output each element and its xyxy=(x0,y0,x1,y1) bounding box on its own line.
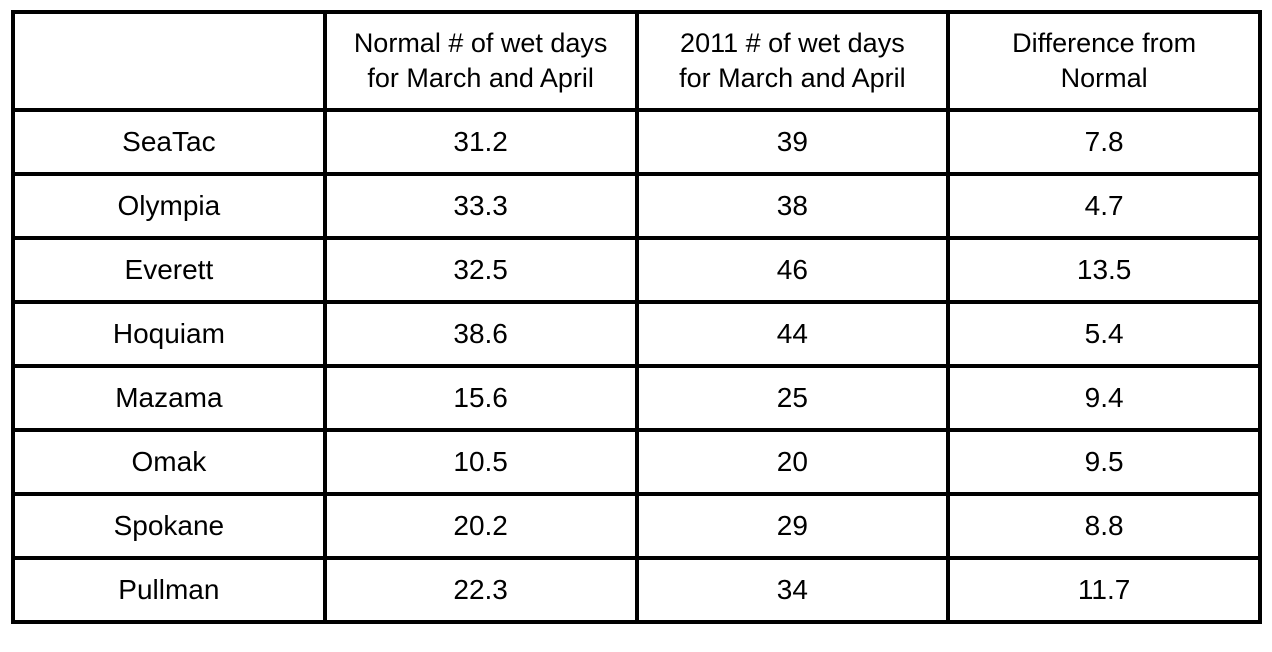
header-normal-wet-days: Normal # of wet days for March and April xyxy=(322,10,639,112)
table-row-olympia: Olympia 33.3 38 4.7 xyxy=(11,172,1262,240)
station-name: Mazama xyxy=(11,364,327,432)
normal-wet-days-value: 33.3 xyxy=(322,172,639,240)
table-row-omak: Omak 10.5 20 9.5 xyxy=(11,428,1262,496)
normal-wet-days-value: 22.3 xyxy=(322,556,639,624)
difference-value: 9.4 xyxy=(946,364,1262,432)
wet-days-table-container: Normal # of wet days for March and April… xyxy=(11,10,1262,624)
wet-days-table: Normal # of wet days for March and April… xyxy=(11,10,1262,624)
2011-wet-days-value: 20 xyxy=(634,428,951,496)
difference-value: 5.4 xyxy=(946,300,1262,368)
header-row: Normal # of wet days for March and April… xyxy=(11,10,1262,112)
2011-wet-days-value: 25 xyxy=(634,364,951,432)
header-2011-wet-days: 2011 # of wet days for March and April xyxy=(634,10,951,112)
normal-wet-days-value: 38.6 xyxy=(322,300,639,368)
table-row-mazama: Mazama 15.6 25 9.4 xyxy=(11,364,1262,432)
table-row-spokane: Spokane 20.2 29 8.8 xyxy=(11,492,1262,560)
header-station-blank xyxy=(11,10,327,112)
2011-wet-days-value: 34 xyxy=(634,556,951,624)
station-name: Olympia xyxy=(11,172,327,240)
station-name: Everett xyxy=(11,236,327,304)
difference-value: 11.7 xyxy=(946,556,1262,624)
2011-wet-days-value: 46 xyxy=(634,236,951,304)
difference-value: 9.5 xyxy=(946,428,1262,496)
table-row-seatac: SeaTac 31.2 39 7.8 xyxy=(11,108,1262,176)
difference-value: 8.8 xyxy=(946,492,1262,560)
header-difference-from-normal: Difference from Normal xyxy=(946,10,1262,112)
table-row-hoquiam: Hoquiam 38.6 44 5.4 xyxy=(11,300,1262,368)
station-name: Omak xyxy=(11,428,327,496)
table-row-everett: Everett 32.5 46 13.5 xyxy=(11,236,1262,304)
difference-value: 13.5 xyxy=(946,236,1262,304)
normal-wet-days-value: 20.2 xyxy=(322,492,639,560)
difference-value: 4.7 xyxy=(946,172,1262,240)
difference-value: 7.8 xyxy=(946,108,1262,176)
normal-wet-days-value: 15.6 xyxy=(322,364,639,432)
station-name: Pullman xyxy=(11,556,327,624)
normal-wet-days-value: 32.5 xyxy=(322,236,639,304)
station-name: Hoquiam xyxy=(11,300,327,368)
2011-wet-days-value: 44 xyxy=(634,300,951,368)
station-name: SeaTac xyxy=(11,108,327,176)
table-row-pullman: Pullman 22.3 34 11.7 xyxy=(11,556,1262,624)
normal-wet-days-value: 31.2 xyxy=(322,108,639,176)
2011-wet-days-value: 38 xyxy=(634,172,951,240)
normal-wet-days-value: 10.5 xyxy=(322,428,639,496)
2011-wet-days-value: 29 xyxy=(634,492,951,560)
2011-wet-days-value: 39 xyxy=(634,108,951,176)
station-name: Spokane xyxy=(11,492,327,560)
